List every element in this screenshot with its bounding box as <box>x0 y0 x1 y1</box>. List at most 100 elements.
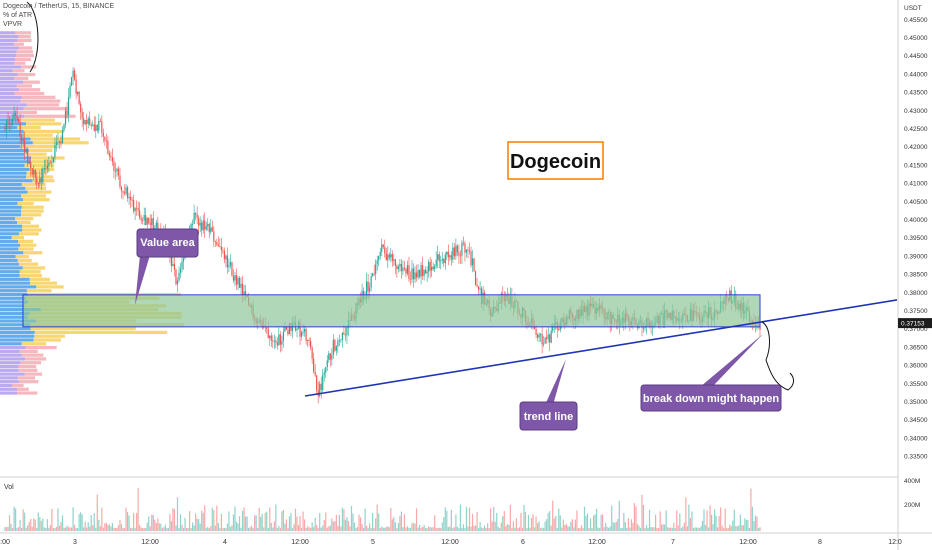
candle-body <box>145 215 147 225</box>
candle-body <box>278 334 280 346</box>
volume-bar <box>591 528 593 531</box>
volume-bar <box>582 527 584 531</box>
break-down-label: break down might happen <box>643 393 780 405</box>
volume-bar <box>412 522 415 531</box>
indicator-vpvr-label[interactable]: VPVR <box>3 21 23 28</box>
candle-body <box>152 218 154 232</box>
candle-body <box>335 346 337 351</box>
volume-tick-200m: 200M <box>904 502 920 509</box>
candle-body <box>31 168 33 175</box>
volume-profile-row <box>30 160 53 164</box>
volume-bar <box>615 521 617 531</box>
candle-body <box>104 136 106 141</box>
volume-bar <box>84 521 86 531</box>
volume-profile-row <box>0 152 25 156</box>
volume-bar <box>444 507 446 531</box>
candle-body <box>146 217 148 225</box>
volume-bar <box>372 512 374 531</box>
candle-body <box>216 242 218 245</box>
volume-bar <box>544 521 546 531</box>
volume-profile-row <box>0 171 27 175</box>
volume-bar <box>611 505 613 531</box>
volume-bar <box>390 508 392 531</box>
y-tick-label: 0.41500 <box>904 162 928 169</box>
value-area-zone <box>22 294 761 328</box>
volume-profile-row <box>33 338 61 342</box>
volume-bar <box>205 527 207 531</box>
candle-body <box>307 339 309 341</box>
volume-bar <box>75 528 77 531</box>
volume-bar <box>733 509 735 531</box>
candle-body <box>417 270 419 278</box>
volume-bar <box>756 516 758 531</box>
candle-body <box>196 214 198 219</box>
candle-body <box>267 329 269 338</box>
volume-bar <box>509 504 511 531</box>
chart-symbol-title[interactable]: Dogecoin / TetherUS, 15, BINANCE <box>3 3 115 10</box>
candle-body <box>552 326 554 331</box>
volume-bar <box>39 517 41 531</box>
volume-profile-row <box>16 84 33 88</box>
volume-profile-row <box>0 311 30 316</box>
volume-bar <box>547 512 549 531</box>
candle-body <box>40 177 42 183</box>
volume-bar <box>465 506 468 531</box>
volume-profile-row <box>0 42 14 46</box>
candle-body <box>412 268 415 280</box>
volume-bar <box>21 527 23 531</box>
candle-body <box>238 277 241 288</box>
volume-profile-row <box>0 160 31 164</box>
candle-body <box>440 260 442 262</box>
indicator-atr-label[interactable]: % of ATR <box>3 12 33 19</box>
volume-profile-row <box>0 88 20 92</box>
candle-body <box>390 254 392 258</box>
candle-body <box>279 334 281 345</box>
candle-body <box>173 263 176 270</box>
volume-profile-row <box>0 163 25 168</box>
y-axis-ticks: 0.45500 0.45000 0.44500 0.44000 0.43500 0.430… <box>904 17 928 461</box>
volume-bar <box>540 528 542 531</box>
volume-profile-row <box>0 361 21 365</box>
candle-body <box>96 124 98 131</box>
candle-body <box>549 334 551 343</box>
volume-profile-row <box>0 61 15 65</box>
volume-bar <box>668 527 670 531</box>
candle-body <box>326 360 328 368</box>
volume-bar <box>400 511 403 531</box>
volume-bar <box>459 504 462 531</box>
volume-bar <box>107 525 109 531</box>
volume-bar <box>661 524 663 531</box>
volume-bar <box>290 512 292 531</box>
candle-body <box>366 281 368 299</box>
volume-bar <box>92 525 94 531</box>
volume-profile-row <box>22 133 53 137</box>
volume-profile-row <box>24 372 43 376</box>
volume-profile-row <box>21 194 46 198</box>
y-tick-label: 0.44000 <box>904 71 928 78</box>
volume-bar <box>686 526 688 531</box>
candle-body <box>78 91 80 104</box>
volume-bar <box>618 500 620 531</box>
volume-profile-row <box>23 251 43 255</box>
volume-bar <box>16 528 18 531</box>
current-price-tag <box>898 318 932 329</box>
volume-bar <box>595 508 598 531</box>
candle-body <box>181 261 183 269</box>
volume-bar <box>14 508 17 531</box>
volume-bar <box>441 522 443 531</box>
candle-body <box>381 244 383 252</box>
volume-bar <box>201 510 203 531</box>
volume-bar <box>450 509 452 531</box>
volume-bar <box>685 497 687 531</box>
volume-bar <box>337 525 339 531</box>
candle-body <box>479 288 481 290</box>
volume-bar <box>267 528 269 531</box>
volume-profile-row <box>34 330 168 335</box>
x-tick-label: 3 <box>73 539 77 546</box>
volume-profile-row <box>0 304 25 308</box>
candle-body <box>467 249 469 251</box>
candle-body <box>406 265 409 274</box>
volume-bar <box>647 527 649 531</box>
volume-bar <box>550 525 552 531</box>
